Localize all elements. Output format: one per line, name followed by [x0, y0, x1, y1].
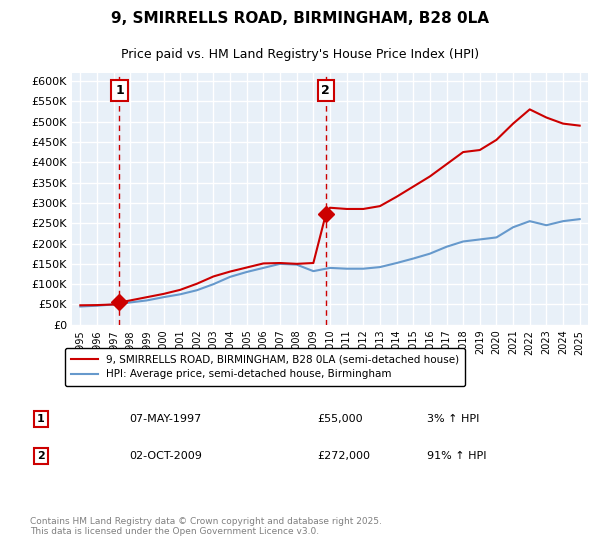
- Text: Contains HM Land Registry data © Crown copyright and database right 2025.
This d: Contains HM Land Registry data © Crown c…: [30, 517, 382, 536]
- Text: 9, SMIRRELLS ROAD, BIRMINGHAM, B28 0LA: 9, SMIRRELLS ROAD, BIRMINGHAM, B28 0LA: [111, 11, 489, 26]
- Legend: 9, SMIRRELLS ROAD, BIRMINGHAM, B28 0LA (semi-detached house), HPI: Average price: 9, SMIRRELLS ROAD, BIRMINGHAM, B28 0LA (…: [65, 348, 465, 386]
- Text: 2: 2: [322, 84, 330, 97]
- Text: Price paid vs. HM Land Registry's House Price Index (HPI): Price paid vs. HM Land Registry's House …: [121, 48, 479, 61]
- Text: 07-MAY-1997: 07-MAY-1997: [130, 414, 202, 424]
- Text: 1: 1: [37, 414, 45, 424]
- Text: £272,000: £272,000: [317, 451, 370, 461]
- Text: 1: 1: [115, 84, 124, 97]
- Text: 3% ↑ HPI: 3% ↑ HPI: [427, 414, 480, 424]
- Text: 02-OCT-2009: 02-OCT-2009: [130, 451, 202, 461]
- Text: 91% ↑ HPI: 91% ↑ HPI: [427, 451, 487, 461]
- Text: £55,000: £55,000: [317, 414, 362, 424]
- Text: 2: 2: [37, 451, 45, 461]
